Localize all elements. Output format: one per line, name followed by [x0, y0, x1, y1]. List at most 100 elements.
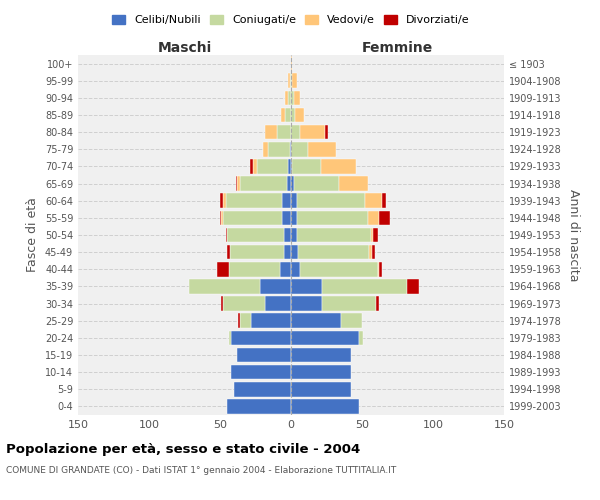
Bar — [291, 90, 294, 105]
Bar — [296, 210, 368, 225]
Bar — [230, 245, 284, 260]
Bar — [221, 210, 223, 225]
Text: Maschi: Maschi — [157, 41, 212, 55]
Bar — [234, 382, 291, 396]
Bar — [291, 382, 350, 396]
Bar — [291, 245, 298, 260]
Bar — [291, 176, 294, 191]
Bar — [368, 210, 379, 225]
Bar — [291, 142, 308, 156]
Bar — [298, 245, 369, 260]
Bar — [382, 194, 386, 208]
Bar — [290, 142, 291, 156]
Bar — [291, 108, 295, 122]
Bar — [371, 228, 373, 242]
Bar — [373, 228, 377, 242]
Bar — [369, 245, 372, 260]
Bar — [265, 296, 291, 311]
Bar — [223, 194, 226, 208]
Bar — [291, 74, 292, 88]
Bar — [291, 365, 350, 380]
Bar — [359, 330, 364, 345]
Bar — [288, 90, 291, 105]
Bar — [325, 125, 328, 140]
Bar — [220, 194, 223, 208]
Bar — [295, 108, 304, 122]
Bar — [221, 296, 223, 311]
Bar — [291, 210, 296, 225]
Bar — [217, 262, 229, 276]
Bar — [291, 125, 299, 140]
Bar — [260, 279, 291, 293]
Bar — [322, 296, 376, 311]
Bar — [376, 296, 379, 311]
Bar — [268, 142, 290, 156]
Bar — [291, 279, 322, 293]
Text: COMUNE DI GRANDATE (CO) - Dati ISTAT 1° gennaio 2004 - Elaborazione TUTTITALIA.I: COMUNE DI GRANDATE (CO) - Dati ISTAT 1° … — [6, 466, 396, 475]
Bar — [288, 74, 290, 88]
Bar — [277, 125, 291, 140]
Bar — [253, 159, 257, 174]
Bar — [407, 279, 419, 293]
Bar — [250, 159, 253, 174]
Bar — [226, 228, 227, 242]
Bar — [372, 245, 375, 260]
Y-axis label: Fasce di età: Fasce di età — [26, 198, 39, 272]
Bar — [290, 74, 291, 88]
Bar — [281, 108, 286, 122]
Bar — [240, 314, 251, 328]
Bar — [229, 262, 280, 276]
Text: Femmine: Femmine — [362, 41, 433, 55]
Bar — [232, 365, 291, 380]
Bar — [291, 194, 296, 208]
Bar — [223, 210, 283, 225]
Bar — [237, 176, 240, 191]
Bar — [227, 399, 291, 413]
Bar — [229, 330, 232, 345]
Bar — [236, 176, 237, 191]
Bar — [189, 279, 260, 293]
Bar — [341, 314, 362, 328]
Bar — [291, 262, 299, 276]
Bar — [283, 210, 291, 225]
Bar — [257, 159, 288, 174]
Bar — [286, 108, 291, 122]
Bar — [240, 176, 287, 191]
Bar — [291, 56, 292, 71]
Bar — [280, 262, 291, 276]
Bar — [291, 399, 359, 413]
Bar — [291, 296, 322, 311]
Y-axis label: Anni di nascita: Anni di nascita — [567, 188, 580, 281]
Bar — [379, 210, 391, 225]
Bar — [223, 296, 265, 311]
Bar — [291, 228, 296, 242]
Bar — [339, 176, 368, 191]
Bar — [296, 194, 365, 208]
Bar — [294, 90, 299, 105]
Bar — [291, 159, 292, 174]
Bar — [227, 228, 284, 242]
Bar — [284, 245, 291, 260]
Bar — [220, 210, 221, 225]
Bar — [299, 262, 377, 276]
Bar — [226, 194, 283, 208]
Bar — [232, 330, 291, 345]
Bar — [284, 228, 291, 242]
Bar — [292, 159, 321, 174]
Bar — [321, 159, 356, 174]
Legend: Celibi/Nubili, Coniugati/e, Vedovi/e, Divorziati/e: Celibi/Nubili, Coniugati/e, Vedovi/e, Di… — [108, 10, 474, 29]
Bar — [365, 194, 382, 208]
Bar — [227, 245, 230, 260]
Bar — [377, 262, 379, 276]
Bar — [238, 314, 240, 328]
Bar — [292, 74, 296, 88]
Bar — [299, 125, 325, 140]
Bar — [308, 142, 337, 156]
Bar — [265, 125, 277, 140]
Bar — [251, 314, 291, 328]
Bar — [291, 348, 350, 362]
Bar — [283, 194, 291, 208]
Bar — [294, 176, 339, 191]
Text: Popolazione per età, sesso e stato civile - 2004: Popolazione per età, sesso e stato civil… — [6, 442, 360, 456]
Bar — [291, 314, 341, 328]
